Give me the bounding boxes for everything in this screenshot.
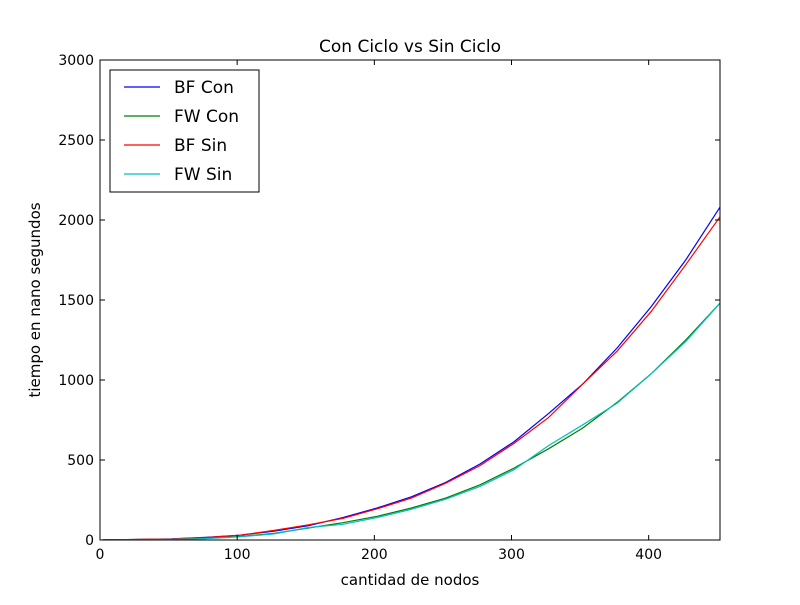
x-tick-label: 100: [224, 547, 251, 563]
x-axis-label: cantidad de nodos: [341, 571, 480, 589]
y-tick-label: 500: [67, 453, 94, 469]
legend: BF Con FW Con BF Sin FW Sin: [109, 69, 260, 193]
series-line-1: [102, 206, 721, 541]
x-tick-label: 400: [635, 547, 662, 563]
y-tick-label: 2000: [58, 213, 94, 229]
series-line-3: [102, 216, 721, 541]
x-tick-label: 300: [498, 547, 525, 563]
y-tick-label: 3000: [58, 53, 94, 69]
chart-title: Con Ciclo vs Sin Ciclo: [319, 37, 501, 57]
y-tick-label: 1500: [58, 293, 94, 309]
legend-label: BF Sin: [174, 136, 227, 156]
plot-lines: [102, 206, 721, 541]
legend-label: FW Con: [174, 107, 239, 127]
legend-box: [109, 69, 260, 193]
series-line-4: [102, 302, 721, 541]
y-axis: 0 500 1000 1500 2000 2500 3000: [58, 53, 720, 549]
y-axis-label: tiempo en nano segundos: [26, 202, 44, 397]
x-tick-label: 200: [361, 547, 388, 563]
legend-label: FW Sin: [174, 165, 232, 185]
x-axis: 0 100 200 300 400: [96, 60, 662, 563]
y-tick-label: 2500: [58, 133, 94, 149]
legend-label: BF Con: [174, 78, 234, 98]
y-tick-label: 1000: [58, 373, 94, 389]
y-tick-label: 0: [85, 533, 94, 549]
x-tick-label: 0: [96, 547, 105, 563]
